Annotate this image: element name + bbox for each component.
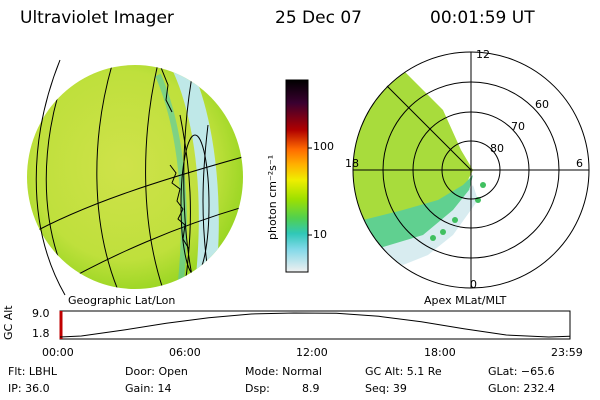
time-label: 00:01:59 UT — [430, 8, 535, 28]
mlt-label-18: 18 — [345, 157, 359, 170]
x-tick-0000: 00:00 — [42, 346, 74, 359]
x-tick-2359: 23:59 — [551, 346, 583, 359]
colorbar-tick-100: 100 — [313, 140, 334, 153]
dsp-info: Dsp: — [245, 382, 270, 395]
seq-info: Seq: 39 — [365, 382, 407, 395]
filter-info: Flt: LBHL — [8, 365, 57, 378]
globe-disk — [27, 65, 243, 289]
mlt-label-0: 0 — [470, 278, 477, 291]
dsp-value: 8.9 — [302, 382, 320, 395]
mlat-label-80: 80 — [490, 142, 504, 155]
app-title: Ultraviolet Imager — [20, 8, 174, 28]
mlt-label-12: 12 — [476, 48, 490, 61]
glat-info: GLat: −65.6 — [488, 365, 555, 378]
door-info: Door: Open — [125, 365, 188, 378]
date-label: 25 Dec 07 — [275, 8, 362, 28]
polar-map-label: Apex MLat/MLT — [424, 294, 507, 307]
x-tick-1800: 18:00 — [424, 346, 456, 359]
altitude-curve — [59, 312, 570, 338]
glon-info: GLon: 232.4 — [488, 382, 555, 395]
x-tick-1200: 12:00 — [296, 346, 328, 359]
gc-alt-info: GC Alt: 5.1 Re — [365, 365, 442, 378]
mlat-label-60: 60 — [535, 98, 549, 111]
geographic-globe — [27, 59, 243, 296]
altitude-plot — [59, 310, 571, 340]
altitude-axis-label: GC Alt — [2, 305, 15, 340]
altitude-y-min: 1.8 — [32, 327, 50, 340]
geo-map-label: Geographic Lat/Lon — [68, 294, 176, 307]
ip-info: IP: 36.0 — [8, 382, 50, 395]
mlt-label-6: 6 — [576, 157, 583, 170]
colorbar-tick-10: 10 — [313, 228, 327, 241]
mode-info: Mode: Normal — [245, 365, 322, 378]
x-tick-0600: 06:00 — [169, 346, 201, 359]
gain-info: Gain: 14 — [125, 382, 172, 395]
altitude-y-max: 9.0 — [32, 307, 50, 320]
colorbar — [285, 79, 312, 273]
polar-plot — [352, 51, 590, 289]
colorbar-unit-label: photon cm⁻²s⁻¹ — [266, 154, 279, 240]
mlat-label-70: 70 — [511, 120, 525, 133]
